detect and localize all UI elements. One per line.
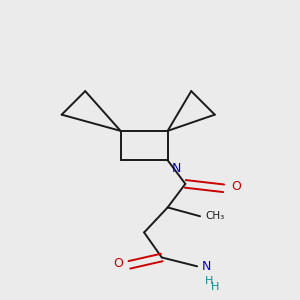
Text: CH₃: CH₃: [206, 211, 225, 221]
Text: O: O: [231, 180, 241, 193]
Text: N: N: [172, 162, 182, 175]
Text: N: N: [202, 260, 211, 273]
Text: H: H: [205, 276, 213, 286]
Text: O: O: [114, 257, 124, 270]
Text: H: H: [211, 282, 219, 292]
